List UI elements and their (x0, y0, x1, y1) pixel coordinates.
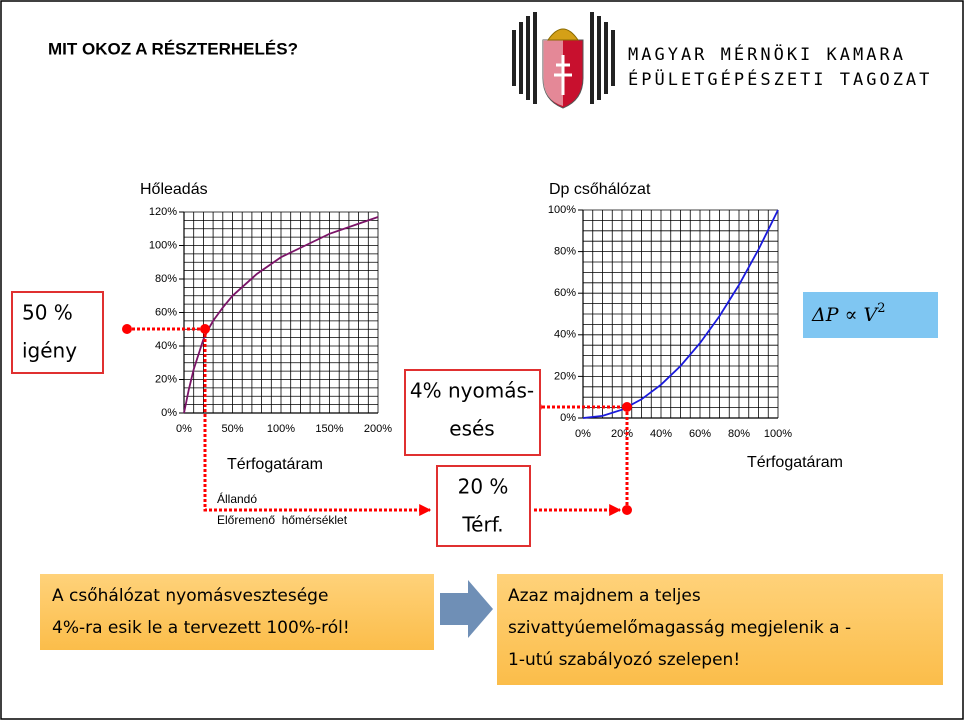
flow-line2: Térf. (461, 513, 503, 537)
demand-line2: igény (22, 339, 77, 363)
x-tick-label: 100% (267, 423, 295, 435)
x-tick-label: 50% (221, 423, 243, 435)
pressure-line2: esés (449, 417, 494, 441)
formula-exp: 2 (877, 301, 885, 316)
y-tick-label: 0% (560, 412, 576, 424)
callout-right-line: Azaz majdnem a teljes (508, 586, 701, 606)
demand-line1: 50 % (22, 301, 73, 325)
data-line (582, 209, 779, 419)
chart-title: Hőleadás (140, 181, 208, 198)
y-tick-label: 120% (149, 206, 177, 218)
formula: ΔP ∝ V2 (811, 301, 885, 327)
demand-box (11, 291, 104, 374)
y-tick-label: 40% (554, 329, 576, 341)
arrow (440, 580, 493, 638)
y-tick-label: 60% (554, 287, 576, 299)
x-tick-label: 0% (176, 423, 192, 435)
y-tick-label: 100% (149, 239, 177, 251)
x-tick-label: 40% (650, 428, 672, 440)
callout-left (40, 574, 434, 650)
x-tick-label: 60% (689, 428, 711, 440)
callout-right (497, 574, 943, 685)
x-tick-label: 80% (728, 428, 750, 440)
chart-title: Dp csőhálózat (549, 181, 651, 198)
x-axis-label: Térfogatáram (747, 454, 843, 471)
formula-op: ∝ (845, 304, 858, 326)
data-line (183, 216, 379, 414)
formula-box (803, 292, 938, 338)
callout-left-line: 4%-ra esik le a tervezett 100%-ról! (52, 618, 350, 638)
logo-line2: ÉPÜLETGÉPÉSZETI TAGOZAT (628, 68, 932, 90)
callout-left-line: A csőhálózat nyomásvesztesége (52, 586, 328, 606)
callout-right-line: 1-utú szabályozó szelepen! (508, 650, 740, 670)
x-tick-label: 100% (764, 428, 792, 440)
pressure-line1: 4% nyomás- (410, 379, 534, 403)
logo: MAGYAR MÉRNÖKI KAMARA ÉPÜLETGÉPÉSZETI TA… (512, 12, 932, 109)
pressure-box (404, 369, 541, 456)
y-tick-label: 60% (155, 306, 177, 318)
y-tick-label: 80% (155, 273, 177, 285)
y-tick-label: 20% (155, 373, 177, 385)
y-tick-label: 80% (554, 246, 576, 258)
flow-box (436, 465, 531, 547)
x-tick-label: 0% (575, 428, 591, 440)
formula-rhs: V (863, 304, 879, 326)
y-tick-label: 0% (161, 407, 177, 419)
callout-right-line: szivattyúemelőmagasság megjelenik a - (508, 618, 851, 638)
constant-line1: Állandó (217, 491, 257, 506)
x-tick-label: 150% (315, 423, 343, 435)
constant-line2: Előremenő hőmérséklet (217, 513, 348, 527)
flow-line1: 20 % (458, 475, 509, 499)
y-tick-label: 40% (155, 340, 177, 352)
logo-line1: MAGYAR MÉRNÖKI KAMARA (628, 43, 906, 65)
x-tick-label: 200% (364, 423, 392, 435)
x-axis-label: Térfogatáram (227, 456, 323, 473)
slide-title: MIT OKOZ A RÉSZTERHELÉS? (48, 39, 298, 58)
y-tick-label: 100% (548, 204, 576, 216)
formula-lhs: ΔP (811, 304, 840, 326)
y-tick-label: 20% (554, 370, 576, 382)
x-tick-label: 20% (611, 428, 633, 440)
